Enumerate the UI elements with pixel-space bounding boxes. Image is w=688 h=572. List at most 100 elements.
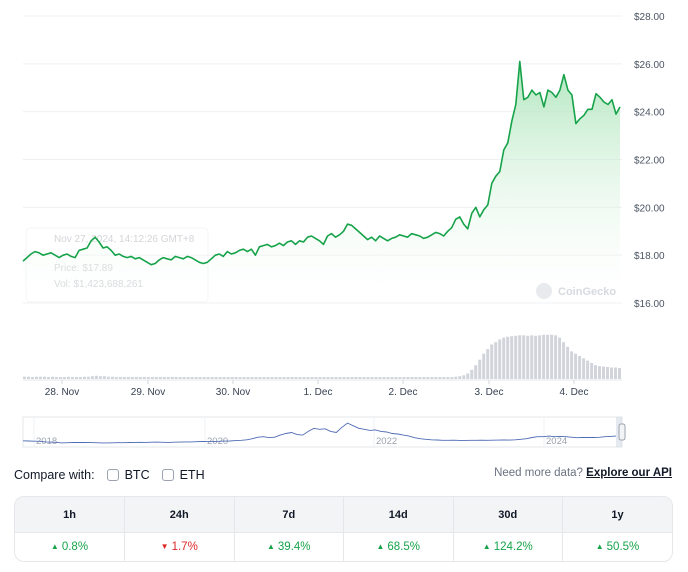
volume-bar: [214, 377, 218, 379]
explore-api-link[interactable]: Explore our API: [586, 467, 672, 479]
y-tick-label: $28.00: [634, 12, 665, 23]
volume-bar: [338, 377, 342, 379]
performance-value: 0.8%: [61, 541, 89, 553]
volume-bar: [174, 377, 178, 379]
volume-bar: [590, 362, 594, 379]
checkbox-icon[interactable]: [161, 469, 174, 481]
volume-bar: [418, 377, 422, 379]
volume-bar: [194, 377, 198, 379]
navigator-line: [22, 422, 617, 444]
volume-bar: [458, 376, 462, 379]
volume-bar: [578, 356, 582, 379]
volume-bar: [23, 376, 26, 379]
volume-bar: [43, 376, 46, 379]
volume-bar: [310, 377, 314, 379]
volume-bar: [31, 377, 34, 379]
checkbox-icon[interactable]: [106, 469, 119, 481]
y-tick-label: $24.00: [634, 108, 665, 119]
volume-bar: [62, 377, 66, 379]
volume-bar: [39, 376, 42, 379]
volume-bar: [426, 377, 430, 379]
volume-bar: [342, 377, 346, 379]
volume-bar: [598, 366, 601, 379]
volume-bar: [142, 377, 146, 379]
volume-bar: [374, 377, 378, 379]
volume-bar: [354, 377, 358, 379]
volume-bar: [226, 377, 230, 379]
volume-bar: [158, 377, 162, 379]
volume-bar: [606, 367, 609, 379]
x-tick-label: 29. Nov: [131, 387, 165, 398]
price-chart[interactable]: CoinGecko Nov 27, 2024, 14:12:26 GMT+8Pr…: [0, 0, 688, 460]
volume-bar: [262, 377, 266, 379]
volume-bar: [346, 377, 350, 379]
api-promo-text: Need more data?: [494, 467, 583, 479]
volume-bar: [178, 377, 182, 379]
volume-bar: [94, 375, 98, 379]
performance-header-14d: 14d: [343, 497, 454, 533]
performance-cell-7d: ▲ 39.4%: [234, 532, 344, 561]
x-tick-label: 4. Dec: [560, 387, 589, 398]
volume-bar: [250, 377, 254, 379]
volume-bar: [246, 377, 250, 379]
compare-btc-label[interactable]: BTC: [124, 468, 150, 482]
volume-bar: [526, 335, 530, 379]
volume-bar: [130, 377, 134, 379]
volume-bar: [258, 377, 262, 379]
volume-bar: [430, 377, 434, 379]
volume-bar: [542, 334, 546, 379]
volume-bar: [51, 376, 54, 379]
performance-header-30d: 30d: [453, 497, 563, 533]
navigator-handle[interactable]: [618, 423, 626, 441]
x-tick-label: 30. Nov: [216, 387, 250, 398]
compare-btc-checkbox[interactable]: BTC: [106, 468, 150, 482]
volume-bar: [74, 377, 78, 379]
compare-eth-label[interactable]: ETH: [179, 468, 205, 482]
y-tick-label: $18.00: [634, 251, 665, 262]
volume-bar: [286, 377, 290, 379]
volume-bar: [614, 367, 617, 379]
volume-bar: [550, 334, 554, 379]
navigator-year-label: 2022: [376, 436, 397, 447]
volume-bar: [386, 377, 390, 379]
volume-bar: [98, 376, 102, 379]
performance-table: 1h 24h 7d 14d 30d 1y ▲ 0.8% ▼ 1.7% ▲ 39.4% ▲ 68.5% ▲ 1…: [14, 496, 673, 562]
performance-cell-1h: ▲ 0.8%: [15, 532, 125, 561]
caret-up-icon: ▲: [595, 542, 604, 551]
volume-bar: [602, 366, 605, 379]
volume-bar: [574, 353, 578, 379]
performance-cell-14d: ▲ 68.5%: [343, 532, 454, 561]
performance-value: 124.2%: [493, 541, 533, 553]
x-tick-label: 1. Dec: [304, 387, 333, 398]
volume-bar: [410, 377, 414, 379]
volume-bar: [154, 377, 158, 379]
volume-bar: [186, 377, 190, 379]
caret-up-icon: ▲: [50, 542, 59, 551]
volume-bar: [482, 353, 486, 379]
volume-bar: [394, 377, 398, 379]
volume-bar: [282, 377, 286, 379]
volume-bar: [498, 339, 502, 379]
volume-bar: [294, 377, 298, 379]
x-tick-label: 28. Nov: [45, 387, 79, 398]
performance-value: 50.5%: [606, 541, 640, 553]
volume-bar: [230, 377, 234, 379]
compare-eth-checkbox[interactable]: ETH: [161, 468, 205, 482]
volume-bar: [306, 377, 310, 379]
volume-bar: [190, 377, 194, 379]
volume-bar: [118, 377, 122, 379]
volume-bar: [518, 335, 522, 379]
volume-bar: [27, 376, 30, 379]
volume-bar: [182, 377, 186, 379]
price-line[interactable]: [22, 60, 621, 266]
volume-bar: [238, 377, 242, 379]
navigator-box[interactable]: [22, 416, 623, 448]
x-tick-label: 3. Dec: [475, 387, 504, 398]
volume-bar: [398, 377, 402, 379]
performance-value: 39.4%: [277, 541, 311, 553]
volume-bar: [326, 377, 330, 379]
volume-bar: [206, 377, 210, 379]
volume-bar: [514, 335, 518, 379]
volume-bar: [594, 365, 597, 379]
volume-bar: [446, 377, 450, 379]
